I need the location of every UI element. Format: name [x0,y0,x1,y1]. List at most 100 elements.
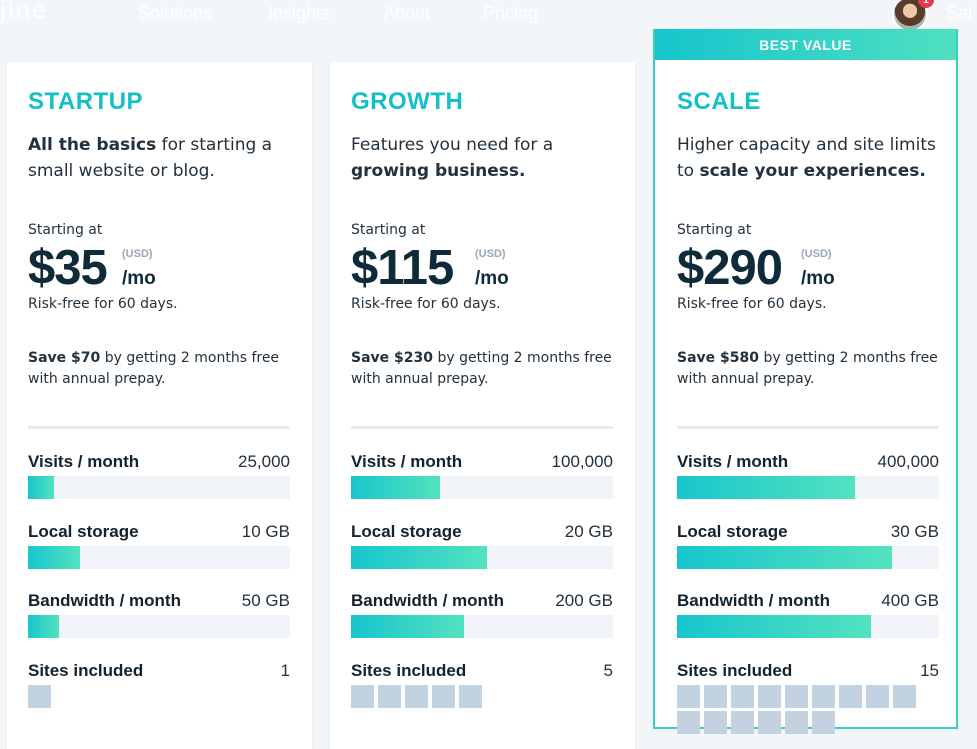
feature-label: Local storage [28,522,139,541]
price: $35 [28,241,108,295]
divider [677,426,939,429]
site-block [704,711,727,734]
feature-label: Bandwidth / month [351,591,504,610]
feature-bar-track [351,546,613,569]
feature-bar-track [677,476,939,499]
site-block [785,685,808,708]
feature-bar-track [677,615,939,638]
feature-bar-fill [351,476,441,499]
feature-value: 5 [603,661,613,680]
site-block [839,685,862,708]
annual-savings-note: Save $70 by getting 2 months free with a… [28,348,290,390]
site-block [812,685,835,708]
annual-savings-note: Save $230 by getting 2 months free with … [351,348,613,390]
sites-grid [677,685,939,734]
feature-label: Bandwidth / month [28,591,181,610]
feature-value: 400,000 [877,452,939,471]
plan-name: GROWTH [351,88,464,115]
plan-description-emphasis: scale your experiences. [699,161,926,181]
plan-description-emphasis: All the basics [28,135,157,155]
feature-bar-fill [28,615,60,638]
nav-link-sales[interactable]: Sal [946,3,973,23]
feature-value: 50 GB [241,591,290,610]
feature-bar-fill [677,476,856,499]
starting-at-label: Starting at [28,222,103,238]
site-block [731,685,754,708]
feature-value: 10 GB [241,522,290,541]
sites-grid [351,685,613,708]
starting-at-label: Starting at [351,222,426,238]
feature-value: 20 GB [564,522,613,541]
plan-name: SCALE [677,88,761,115]
user-avatar[interactable]: 1 [892,0,934,32]
feature-label: Sites included [28,661,144,680]
site-block [812,711,835,734]
best-value-badge: BEST VALUE [655,29,956,60]
plan-description: All the basics for starting a small webs… [28,132,288,184]
nav-link-insights[interactable]: Insights [268,3,331,23]
plan-card-startup: STARTUP All the basics for starting a sm… [7,62,312,749]
feature-bar-track [28,546,290,569]
top-nav: jine Solutions Insights About Pricing 1 … [0,0,977,32]
feature-bar-fill [351,615,464,638]
sites-grid [28,685,290,708]
plan-description: Higher capacity and site limits to scale… [677,132,937,184]
feature-value: 25,000 [238,452,290,471]
price: $115 [351,241,454,295]
feature-label: Visits / month [28,452,140,471]
feature-bar-track [351,476,613,499]
feature-label: Local storage [677,522,788,541]
price-period: /mo [475,268,509,289]
site-block [893,685,916,708]
risk-free-note: Risk-free for 60 days. [28,296,178,312]
price-period: /mo [801,268,835,289]
site-block [351,685,374,708]
currency-label: (USD) [122,248,153,260]
risk-free-note: Risk-free for 60 days. [677,296,827,312]
feature-label: Local storage [351,522,462,541]
feature-label: Sites included [677,661,793,680]
site-block [378,685,401,708]
feature-label: Visits / month [351,452,463,471]
feature-value: 100,000 [551,452,613,471]
plan-description-text: Features you need for a [351,135,554,155]
site-block [785,711,808,734]
plan-card-scale: BEST VALUE SCALE Higher capacity and sit… [653,29,958,734]
price-period: /mo [122,268,156,289]
nav-link-solutions[interactable]: Solutions [138,3,213,23]
nav-link-pricing[interactable]: Pricing [483,3,539,23]
site-block [758,711,781,734]
plan-description-emphasis: growing business. [351,161,526,181]
feature-bar-fill [677,615,871,638]
currency-label: (USD) [475,248,506,260]
site-block [731,711,754,734]
feature-label: Sites included [351,661,467,680]
feature-bar-fill [28,476,55,499]
savings-text: by getting 2 months free with annual pre… [677,350,938,387]
starting-at-label: Starting at [677,222,752,238]
feature-bar-track [677,546,939,569]
feature-bar-fill [28,546,81,569]
logo[interactable]: jine [0,0,48,24]
divider [351,426,613,429]
savings-text: by getting 2 months free with annual pre… [28,350,280,387]
feature-label: Bandwidth / month [677,591,830,610]
feature-value: 200 GB [555,591,613,610]
site-block [28,685,51,708]
feature-bar-fill [351,546,488,569]
plan-card-growth: GROWTH Features you need for a growing b… [330,62,635,749]
site-block [432,685,455,708]
notification-badge: 1 [918,0,934,8]
feature-bar-track [28,615,290,638]
savings-amount: Save $230 [351,350,433,366]
site-block [758,685,781,708]
site-block [677,685,700,708]
feature-bar-fill [677,546,892,569]
site-block [405,685,428,708]
feature-value: 400 GB [881,591,939,610]
savings-text: by getting 2 months free with annual pre… [351,350,612,387]
site-block [677,711,700,734]
plan-description-text: Higher capacity and site limits to [677,135,936,181]
annual-savings-note: Save $580 by getting 2 months free with … [677,348,939,390]
nav-link-about[interactable]: About [383,3,431,23]
